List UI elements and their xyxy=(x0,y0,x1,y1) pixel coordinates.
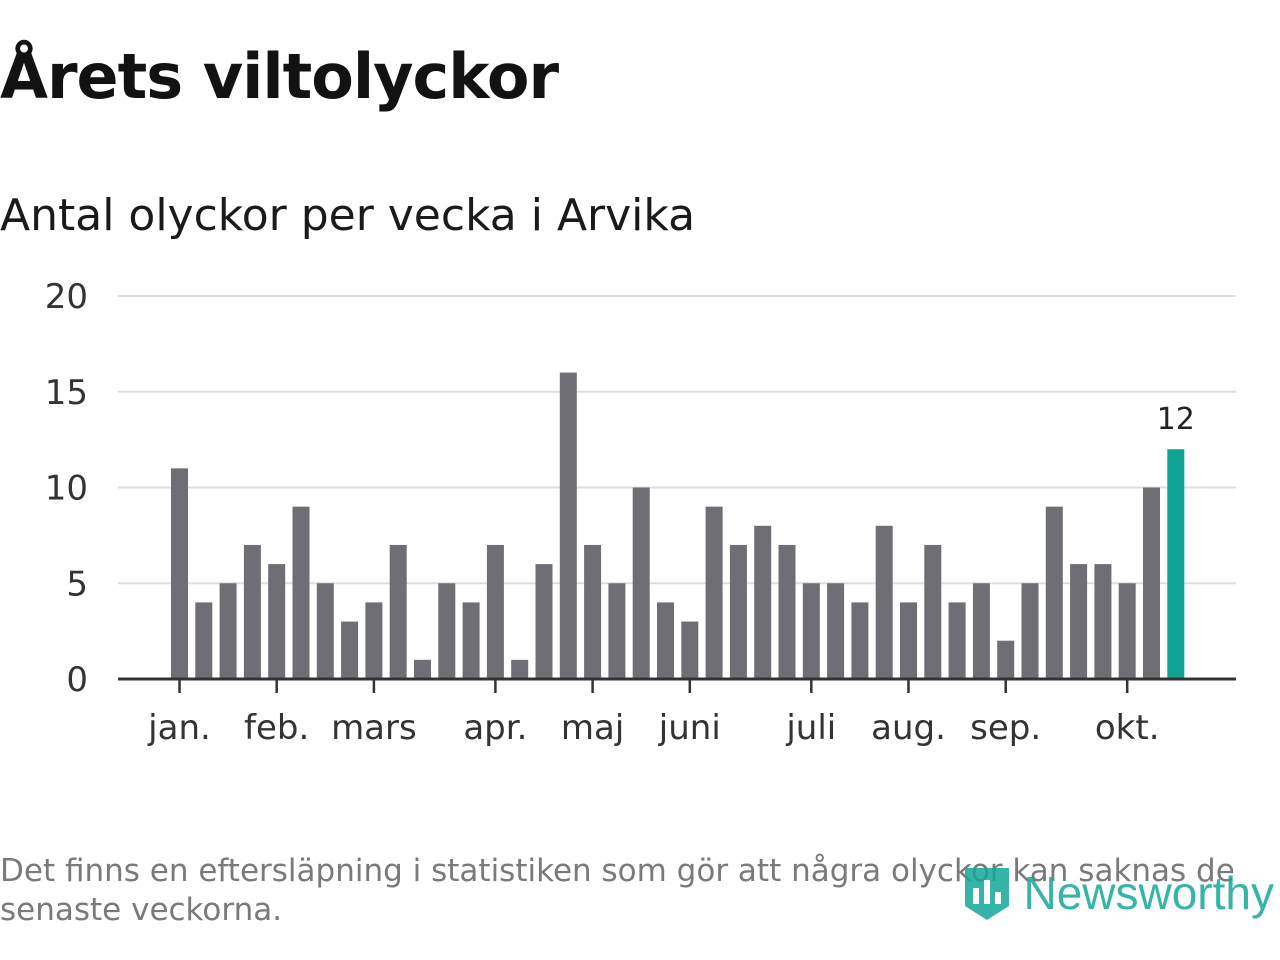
bar xyxy=(535,564,553,679)
bar xyxy=(1070,564,1088,679)
y-tick-label: 20 xyxy=(45,277,88,317)
x-tick-label: aug. xyxy=(871,708,946,748)
chart-subtitle: Antal olyckor per vecka i Arvika xyxy=(0,190,696,241)
newsworthy-logo-icon xyxy=(965,868,1010,920)
bar xyxy=(754,525,772,679)
x-tick-label: juni xyxy=(658,708,721,748)
bar xyxy=(1094,564,1112,679)
bar xyxy=(705,506,723,679)
bar xyxy=(462,602,480,679)
bars xyxy=(171,372,1185,679)
bar xyxy=(219,583,237,679)
x-tick-label: sep. xyxy=(970,708,1041,748)
bar xyxy=(292,506,310,679)
x-tick-label: feb. xyxy=(244,708,309,748)
y-tick-label: 10 xyxy=(45,469,88,509)
bar xyxy=(875,525,893,679)
bar xyxy=(802,583,820,679)
bar xyxy=(948,602,966,679)
y-tick-label: 15 xyxy=(45,373,88,413)
bar xyxy=(827,583,845,679)
bar xyxy=(389,544,407,679)
bar xyxy=(486,544,504,679)
bar xyxy=(900,602,917,679)
bar xyxy=(1143,487,1160,679)
x-tick-label: jan. xyxy=(147,708,211,748)
y-tick-label: 0 xyxy=(66,660,88,700)
x-tick-label: mars xyxy=(331,708,417,748)
bar xyxy=(511,659,529,679)
bar xyxy=(924,544,942,679)
bar xyxy=(1045,506,1063,679)
x-axis xyxy=(118,677,1236,693)
labels: 0 5 10 15 20 12 jan. feb. mars apr. maj juni juli aug… xyxy=(45,277,1195,748)
gridlines xyxy=(118,295,1236,585)
bar xyxy=(632,487,650,679)
x-tick-label: maj xyxy=(561,708,624,748)
bar xyxy=(972,583,990,679)
bar xyxy=(171,468,188,679)
bar xyxy=(195,602,213,679)
bar-chart: 0 5 10 15 20 12 jan. feb. mars apr. maj juni juli aug… xyxy=(45,277,1236,748)
bar xyxy=(268,564,286,679)
bar xyxy=(243,544,261,679)
bar xyxy=(681,621,699,679)
bar-highlight xyxy=(1167,449,1185,679)
bar xyxy=(657,602,674,679)
bar xyxy=(608,583,626,679)
bar xyxy=(584,544,602,679)
brand-logo: Newsworthy xyxy=(961,858,1274,928)
bar xyxy=(729,544,747,679)
bar xyxy=(1118,583,1136,679)
x-tick-label: okt. xyxy=(1095,708,1160,748)
x-tick-label: apr. xyxy=(463,708,527,748)
bar xyxy=(341,621,359,679)
x-tick-label: juli xyxy=(785,708,836,748)
brand-name: Newsworthy xyxy=(1023,867,1274,919)
chart-title: Årets viltolyckor xyxy=(0,40,559,113)
data-label: 12 xyxy=(1157,402,1195,437)
bar xyxy=(1021,583,1039,679)
bar xyxy=(778,544,796,679)
bar xyxy=(851,602,869,679)
bar xyxy=(414,659,431,679)
footnote: Det finns en eftersläpning i statistiken… xyxy=(0,853,1235,928)
bar xyxy=(316,583,334,679)
bar xyxy=(438,583,456,679)
y-tick-label: 5 xyxy=(66,564,88,604)
bar xyxy=(559,372,577,679)
bar xyxy=(997,640,1015,679)
bar xyxy=(365,602,383,679)
